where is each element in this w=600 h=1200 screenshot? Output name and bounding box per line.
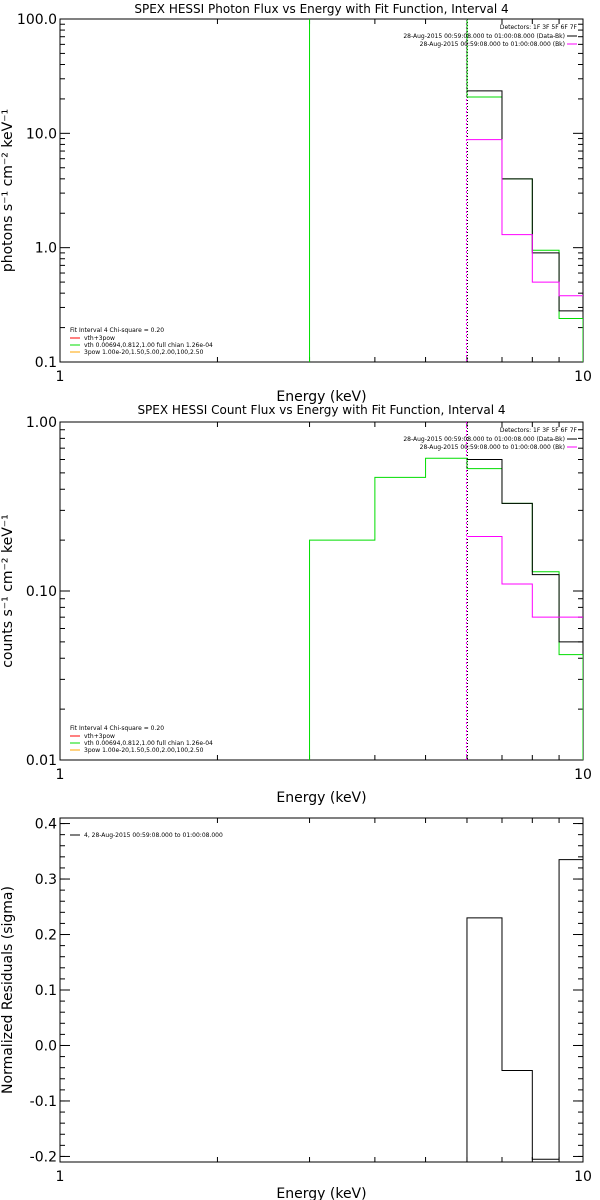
y-tick-label: 1.0 [35,241,57,257]
legend-item: 28-Aug-2015 00:59:08.000 to 01:00:08.000… [403,436,565,443]
y-tick-label: -0.2 [30,1149,57,1165]
y-tick-label: 0.0 [35,1038,57,1054]
legend-item: vth+3pow [84,335,115,342]
legend-item: 4, 28-Aug-2015 00:59:08.000 to 01:00:08.… [84,832,223,839]
y-tick-label: 0.3 [35,872,57,888]
series-data-step [466,90,583,312]
legend-item: vth+3pow [84,733,115,740]
legend-fit-header: Fit Interval 4 Chi-square = 0.20 [70,725,164,732]
y-tick-label: 0.1 [35,983,57,999]
series-data-step [466,859,583,1162]
y-axis-label: photons s⁻¹ cm⁻² keV⁻¹ [0,109,16,272]
x-tick-label: 1 [56,1169,65,1185]
series-total-step [309,19,583,362]
y-tick-label: 1.00 [26,415,57,431]
series-data-step [466,458,583,643]
legend-item: 28-Aug-2015 00:59:08.000 to 01:00:08.000… [403,33,565,40]
count-panel: SPEX HESSI Count Flux vs Energy with Fit… [0,403,592,806]
y-axis-label: counts s⁻¹ cm⁻² keV⁻¹ [0,514,16,668]
photon-panel: SPEX HESSI Photon Flux vs Energy with Fi… [0,2,592,405]
x-tick-label: 10 [574,1169,592,1185]
series-total-step [309,457,583,760]
legend-item: 28-Aug-2015 00:59:08.000 to 01:00:08.000… [420,41,565,48]
legend-fit-header: Fit Interval 4 Chi-square = 0.20 [70,327,164,334]
plot-area [309,422,583,760]
y-tick-label: 0.1 [35,355,57,371]
legend-item: vth 0.00694,0.812,1.00 full chian 1.26e-… [84,342,213,349]
y-tick-label: 0.4 [35,817,57,833]
chart-title: SPEX HESSI Photon Flux vs Energy with Fi… [134,2,508,16]
chart-title: SPEX HESSI Count Flux vs Energy with Fit… [137,403,505,417]
x-tick-label: 1 [56,369,65,385]
residuals-panel: Energy (keV) Normalized Residuals (sigma)… [0,817,592,1200]
y-tick-label: 0.10 [26,584,57,600]
x-axis-label: Energy (keV) [276,790,366,806]
series-thermal-step [466,139,583,297]
legend-item: 3pow 1.00e-20,1.50,5.00,2.00,100,2.50 [84,349,204,356]
legend-detectors: Detectors: 1F 3F 5F 6F 7F [500,427,578,434]
legend-item: 28-Aug-2015 00:59:08.000 to 01:00:08.000… [420,444,565,451]
plot-area [466,859,583,1162]
y-axis-label: Normalized Residuals (sigma) [0,886,16,1094]
legend-detectors: Detectors: 1F 3F 5F 6F 7F [500,24,578,31]
y-tick-label: 0.01 [26,753,57,769]
y-tick-label: 10.0 [26,126,57,142]
y-tick-label: 0.2 [35,928,57,944]
legend-item: vth 0.00694,0.812,1.00 full chian 1.26e-… [84,740,213,747]
series-thermal-step [466,536,583,618]
y-tick-label: 100.0 [17,12,57,28]
x-axis-label: Energy (keV) [276,389,366,405]
legend-item: 3pow 1.00e-20,1.50,5.00,2.00,100,2.50 [84,747,204,754]
x-axis-label: Energy (keV) [276,1186,366,1200]
x-tick-label: 1 [56,767,65,783]
x-tick-label: 10 [574,369,592,385]
plot-frame [59,817,584,1163]
plot-area [309,19,583,362]
plot-frame [59,421,584,761]
x-tick-label: 10 [574,767,592,783]
plot-frame [59,18,584,363]
y-tick-label: -0.1 [30,1094,57,1110]
